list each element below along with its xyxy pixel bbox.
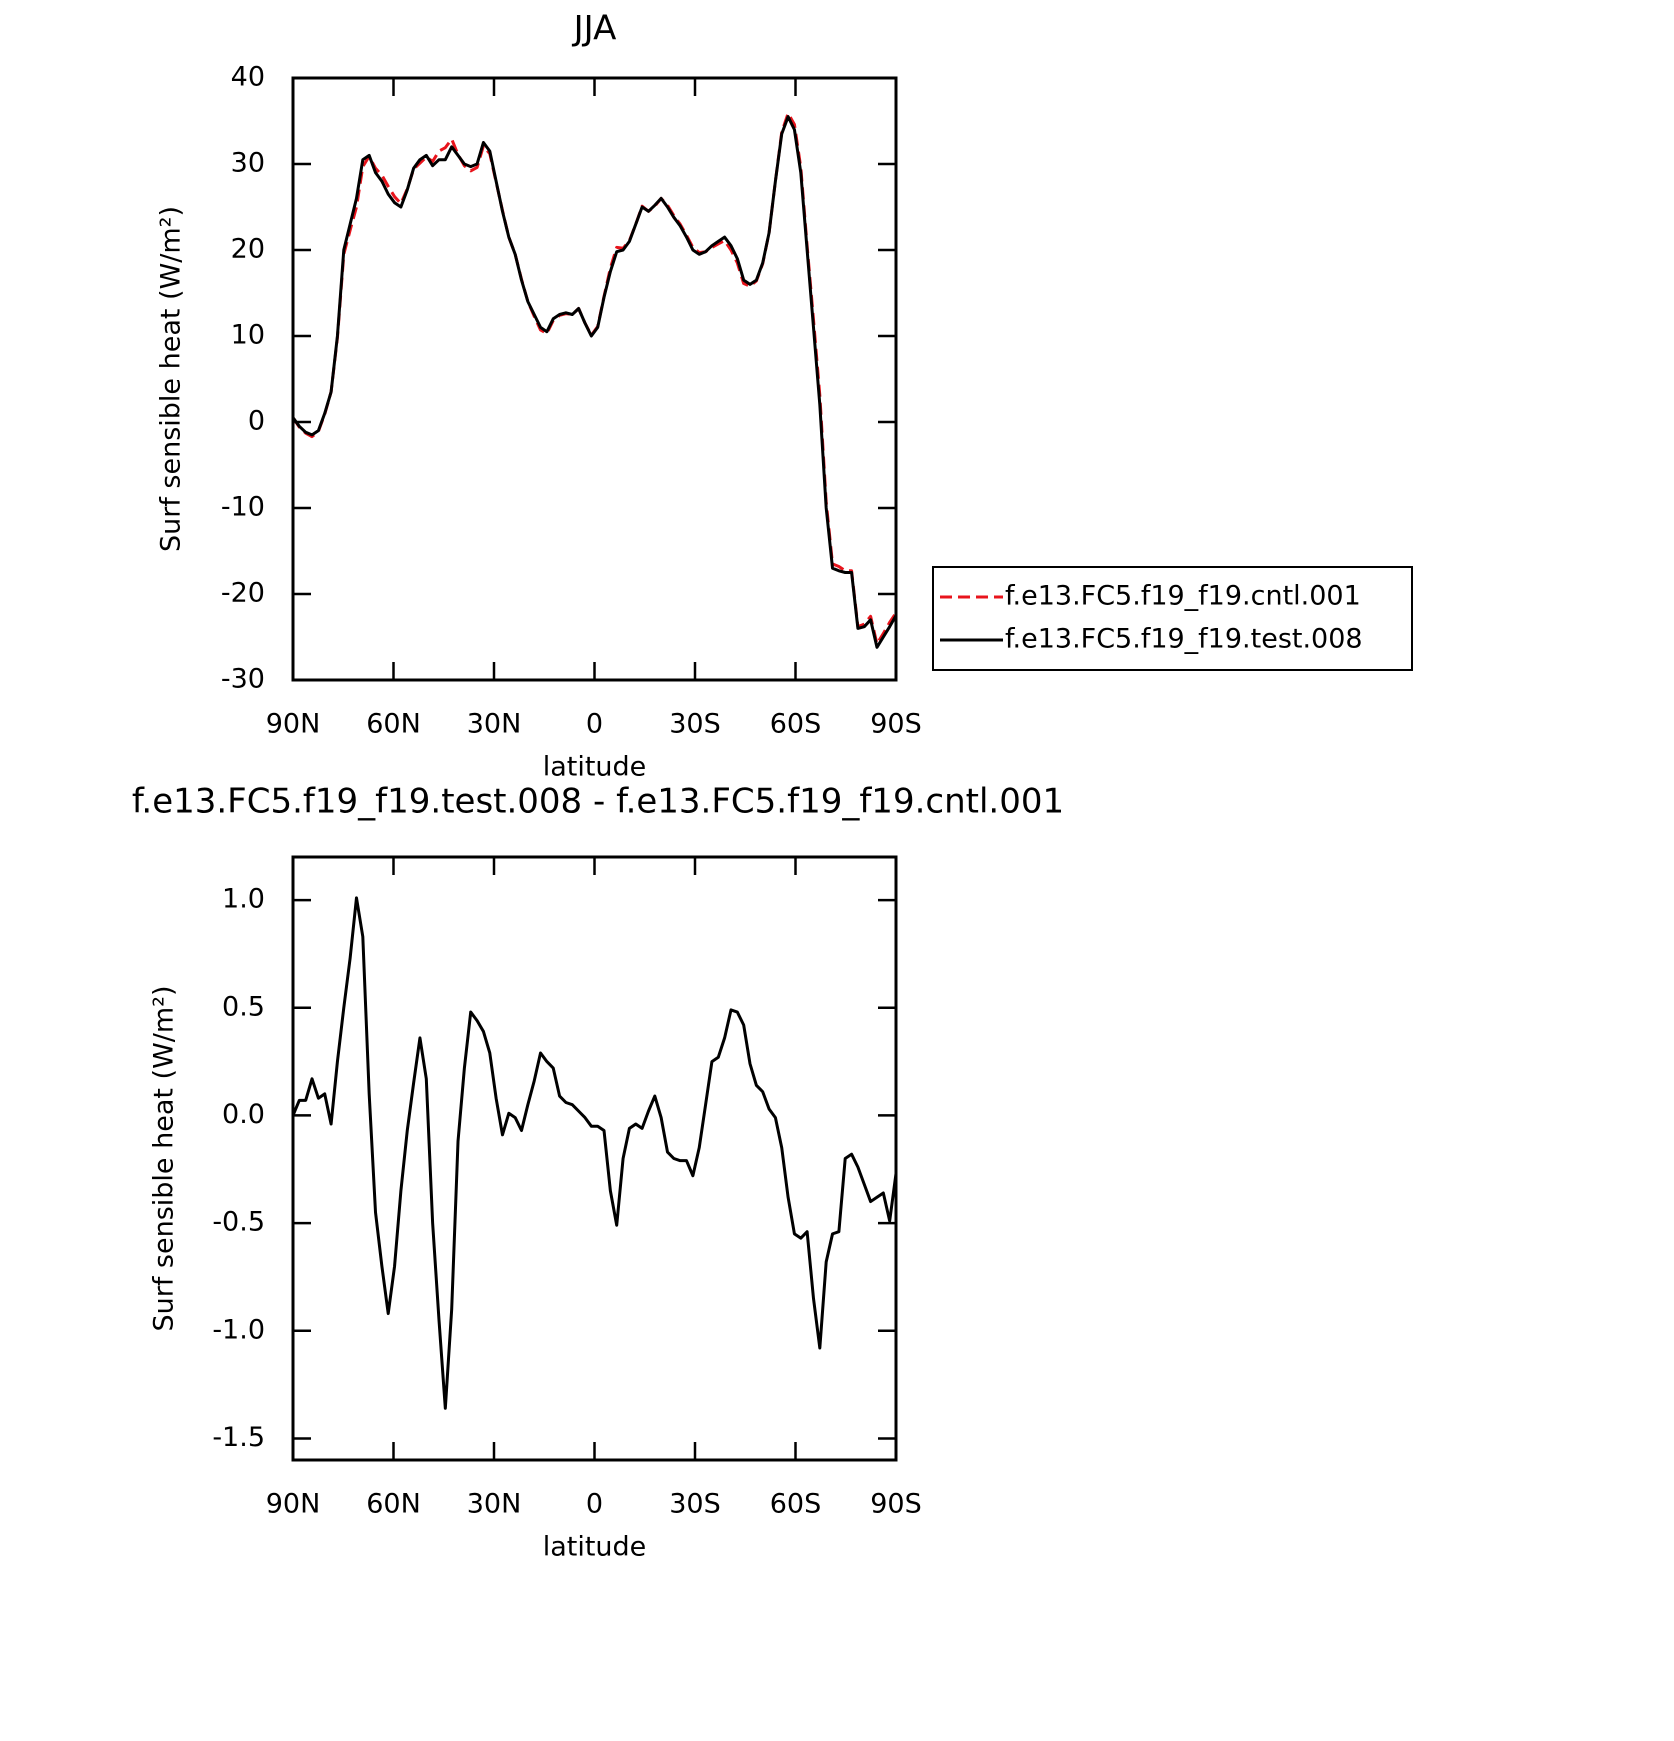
x-tick-label: 60S	[770, 709, 822, 740]
y-tick-label: 0.5	[222, 991, 265, 1022]
legend-label: f.e13.FC5.f19_f19.test.008	[1005, 624, 1363, 655]
x-tick-label: 0	[586, 709, 603, 740]
x-tick-label: 60N	[366, 1489, 421, 1520]
y-axis-label: Surf sensible heat (W/m²)	[149, 985, 180, 1331]
x-tick-label: 90S	[870, 1489, 922, 1520]
x-tick-label: 30N	[467, 709, 522, 740]
y-tick-label: 30	[231, 148, 265, 179]
y-axis-label: Surf sensible heat (W/m²)	[156, 206, 187, 552]
x-tick-label: 30S	[669, 1489, 721, 1520]
legend-box	[932, 566, 1413, 671]
y-tick-label: -0.5	[212, 1207, 265, 1238]
x-tick-label: 90N	[266, 709, 321, 740]
x-tick-label: 60S	[770, 1489, 822, 1520]
y-tick-label: 0	[248, 406, 265, 437]
y-tick-label: -30	[221, 664, 265, 695]
x-axis-label: latitude	[543, 1532, 647, 1563]
x-tick-label: 60N	[366, 709, 421, 740]
y-tick-label: -20	[221, 578, 265, 609]
y-tick-label: 10	[231, 320, 265, 351]
x-tick-label: 30S	[669, 709, 721, 740]
legend-label: f.e13.FC5.f19_f19.cntl.001	[1005, 581, 1361, 612]
x-tick-label: 90N	[266, 1489, 321, 1520]
plot-frame	[291, 855, 898, 1462]
y-tick-label: -10	[221, 492, 265, 523]
plot-frame	[291, 76, 898, 682]
x-tick-label: 90S	[870, 709, 922, 740]
x-axis-label: latitude	[543, 752, 647, 783]
y-tick-label: -1.5	[212, 1422, 265, 1453]
series-line	[291, 896, 898, 1410]
y-tick-label: -1.0	[212, 1314, 265, 1345]
x-tick-label: 0	[586, 1489, 603, 1520]
chart-title: JJA	[572, 9, 617, 49]
x-tick-label: 30N	[467, 1489, 522, 1520]
y-tick-label: 20	[231, 234, 265, 265]
chart-title: f.e13.FC5.f19_f19.test.008 - f.e13.FC5.f…	[132, 782, 1064, 822]
series-line	[291, 115, 898, 649]
y-tick-label: 1.0	[222, 884, 265, 915]
series-line	[291, 111, 898, 646]
y-tick-label: 40	[231, 62, 265, 93]
y-tick-label: 0.0	[222, 1099, 265, 1130]
